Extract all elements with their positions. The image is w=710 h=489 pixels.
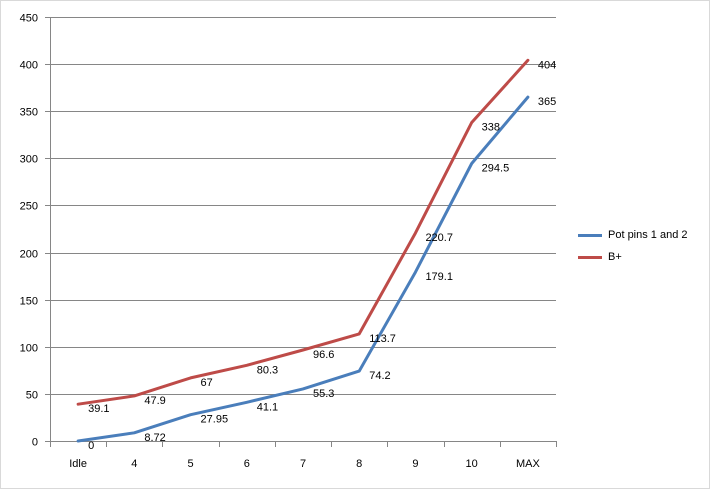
y-tick-label: 150 — [20, 296, 38, 308]
legend-swatch — [578, 233, 602, 237]
data-label: 47.9 — [144, 395, 165, 407]
data-label: 67 — [201, 377, 213, 389]
x-tick-label: 10 — [466, 458, 478, 470]
x-tick-label: 7 — [300, 458, 306, 470]
x-tick-label: MAX — [516, 458, 541, 470]
y-tick-label: 100 — [20, 343, 38, 355]
y-tick-label: 200 — [20, 249, 38, 261]
x-tick-label: 5 — [187, 458, 193, 470]
x-tick-label: 8 — [356, 458, 362, 470]
data-label: 55.3 — [313, 388, 334, 400]
data-label: 294.5 — [482, 163, 510, 175]
x-tick-label: 4 — [131, 458, 137, 470]
data-label: 96.6 — [313, 349, 334, 361]
data-label: 27.95 — [201, 414, 229, 426]
data-label: 39.1 — [88, 403, 109, 415]
data-label: 404 — [538, 59, 556, 71]
x-tick-label: 6 — [244, 458, 250, 470]
y-tick-label: 300 — [20, 154, 38, 166]
legend-label: Pot pins 1 and 2 — [608, 229, 688, 241]
y-tick-label: 250 — [20, 201, 38, 213]
legend-item: B+ — [578, 246, 688, 268]
data-label: 179.1 — [425, 271, 453, 283]
data-label: 365 — [538, 96, 556, 108]
data-label: 74.2 — [369, 370, 390, 382]
data-label: 338 — [482, 122, 500, 134]
data-label: 113.7 — [369, 333, 396, 345]
y-tick-label: 400 — [20, 60, 38, 72]
y-tick-label: 450 — [20, 13, 38, 25]
legend-swatch — [578, 255, 602, 259]
series-line-b-plus — [76, 58, 530, 406]
x-tick-label: 9 — [412, 458, 418, 470]
data-label: 220.7 — [425, 232, 453, 244]
y-tick-label: 350 — [20, 107, 38, 119]
series-line-pot-pins — [76, 95, 530, 443]
legend-label: B+ — [608, 251, 622, 263]
legend: Pot pins 1 and 2 B+ — [578, 224, 688, 268]
data-label: 41.1 — [257, 401, 278, 413]
legend-item: Pot pins 1 and 2 — [578, 224, 688, 246]
data-label: 0 — [88, 440, 94, 452]
data-label: 80.3 — [257, 364, 278, 376]
data-label: 8.72 — [144, 432, 165, 444]
x-tick-label: Idle — [69, 458, 87, 470]
y-tick-label: 0 — [32, 437, 38, 449]
y-tick-label: 50 — [26, 390, 38, 402]
